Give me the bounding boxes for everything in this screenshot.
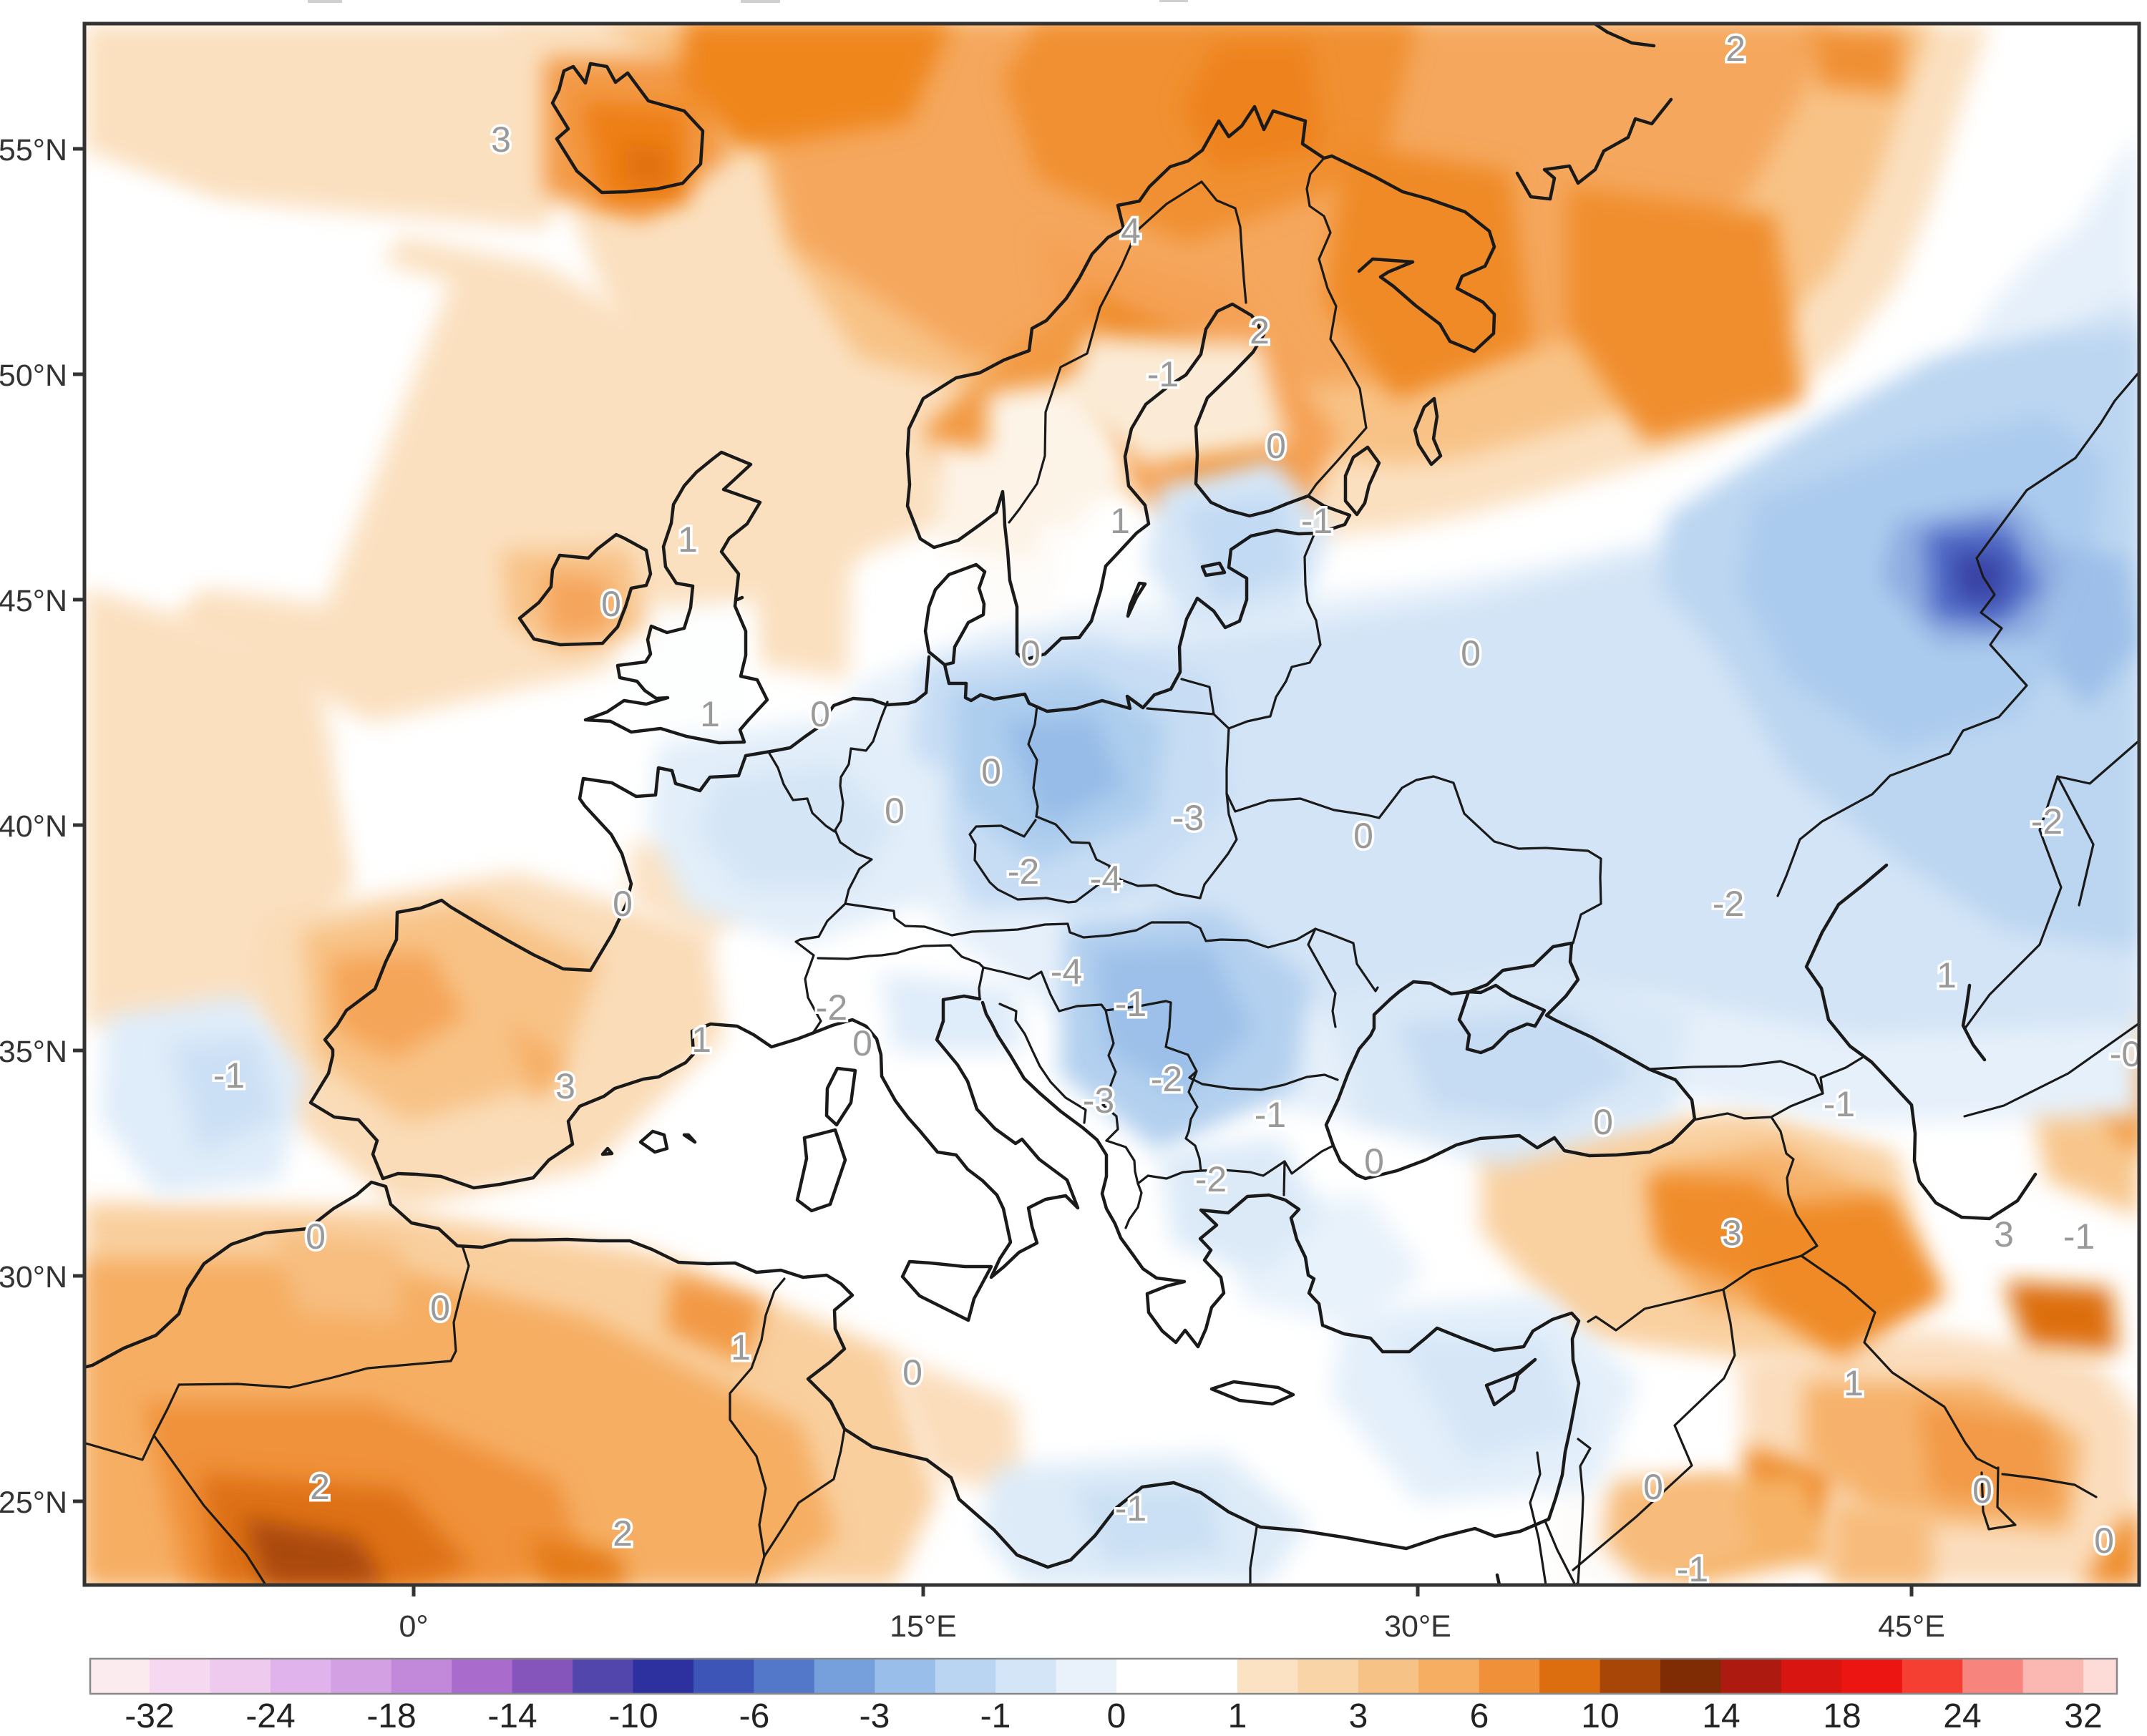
svg-text:1: 1 bbox=[1844, 1363, 1864, 1403]
svg-text:-2: -2 bbox=[1151, 1059, 1182, 1099]
svg-text:14: 14 bbox=[1702, 1697, 1740, 1732]
svg-text:0: 0 bbox=[1593, 1102, 1613, 1142]
svg-text:30°E: 30°E bbox=[1384, 1609, 1451, 1644]
svg-text:-2: -2 bbox=[816, 988, 847, 1028]
svg-text:0: 0 bbox=[430, 1288, 450, 1328]
svg-text:2: 2 bbox=[613, 1513, 633, 1554]
svg-text:30°N: 30°N bbox=[0, 1260, 67, 1294]
svg-text:45°E: 45°E bbox=[1878, 1609, 1945, 1644]
svg-text:-1: -1 bbox=[1115, 984, 1146, 1024]
svg-text:-1: -1 bbox=[213, 1055, 245, 1096]
svg-text:-6: -6 bbox=[739, 1697, 770, 1732]
svg-text:-1: -1 bbox=[980, 1697, 1011, 1732]
svg-text:-3: -3 bbox=[1083, 1081, 1114, 1121]
svg-text:3: 3 bbox=[491, 120, 511, 160]
svg-text:-1: -1 bbox=[1677, 1549, 1708, 1589]
svg-text:40°N: 40°N bbox=[0, 809, 67, 844]
svg-text:-1: -1 bbox=[1115, 1488, 1146, 1528]
svg-text:0: 0 bbox=[306, 1216, 326, 1257]
svg-text:-1: -1 bbox=[1824, 1084, 1855, 1124]
svg-text:0: 0 bbox=[885, 791, 905, 831]
svg-text:-10: -10 bbox=[608, 1697, 658, 1732]
svg-text:25°N: 25°N bbox=[0, 1486, 67, 1520]
svg-text:4: 4 bbox=[1121, 211, 1141, 251]
svg-text:-24: -24 bbox=[245, 1697, 295, 1732]
svg-text:-2: -2 bbox=[2031, 801, 2063, 842]
svg-text:1: 1 bbox=[678, 520, 698, 560]
svg-text:-4: -4 bbox=[1051, 952, 1082, 992]
svg-text:-2: -2 bbox=[1713, 884, 1744, 924]
svg-text:-3: -3 bbox=[1172, 798, 1204, 838]
svg-text:6: 6 bbox=[1470, 1697, 1489, 1732]
svg-text:55°N: 55°N bbox=[0, 133, 67, 167]
svg-text:32: 32 bbox=[2064, 1697, 2102, 1732]
svg-text:-1: -1 bbox=[1255, 1095, 1286, 1135]
svg-text:18: 18 bbox=[1823, 1697, 1861, 1732]
svg-text:1: 1 bbox=[1228, 1697, 1247, 1732]
svg-text:0: 0 bbox=[1364, 1141, 1384, 1181]
svg-text:0: 0 bbox=[1107, 1697, 1126, 1732]
svg-text:0: 0 bbox=[810, 694, 830, 734]
svg-text:-18: -18 bbox=[366, 1697, 416, 1732]
svg-text:0: 0 bbox=[1643, 1467, 1663, 1507]
svg-text:10: 10 bbox=[1581, 1697, 1619, 1732]
svg-text:-14: -14 bbox=[487, 1697, 537, 1732]
svg-text:3: 3 bbox=[1994, 1214, 2014, 1254]
svg-text:0: 0 bbox=[1353, 816, 1373, 856]
svg-text:1: 1 bbox=[1110, 501, 1130, 541]
svg-text:2: 2 bbox=[1725, 29, 1746, 69]
svg-text:-1: -1 bbox=[2063, 1216, 2095, 1257]
svg-text:0: 0 bbox=[1972, 1471, 1992, 1511]
svg-text:-4: -4 bbox=[1090, 859, 1121, 899]
svg-text:1: 1 bbox=[700, 694, 720, 734]
svg-text:1: 1 bbox=[691, 1020, 711, 1060]
svg-text:3: 3 bbox=[555, 1066, 575, 1106]
svg-text:3: 3 bbox=[1722, 1213, 1742, 1253]
svg-text:0: 0 bbox=[902, 1352, 922, 1393]
svg-text:0: 0 bbox=[601, 584, 621, 624]
svg-text:0: 0 bbox=[852, 1023, 872, 1063]
svg-text:0°: 0° bbox=[399, 1609, 428, 1644]
svg-text:0: 0 bbox=[613, 884, 633, 924]
svg-text:-1: -1 bbox=[1147, 354, 1179, 394]
svg-text:1: 1 bbox=[1937, 955, 1957, 995]
svg-text:-0: -0 bbox=[2110, 1034, 2141, 1074]
svg-text:-1: -1 bbox=[1301, 501, 1333, 541]
svg-text:24: 24 bbox=[1943, 1697, 1981, 1732]
svg-text:1: 1 bbox=[731, 1327, 751, 1367]
svg-text:35°N: 35°N bbox=[0, 1035, 67, 1069]
svg-text:0: 0 bbox=[2094, 1521, 2114, 1561]
svg-text:2: 2 bbox=[1250, 311, 1270, 351]
svg-text:0: 0 bbox=[1266, 426, 1286, 466]
svg-text:0: 0 bbox=[1461, 633, 1481, 673]
svg-text:-3: -3 bbox=[860, 1697, 890, 1732]
svg-text:-32: -32 bbox=[125, 1697, 174, 1732]
svg-text:0: 0 bbox=[981, 751, 1001, 791]
svg-text:50°N: 50°N bbox=[0, 359, 67, 393]
svg-text:15°E: 15°E bbox=[890, 1609, 957, 1644]
svg-text:3: 3 bbox=[1349, 1697, 1368, 1732]
svg-text:-2: -2 bbox=[1195, 1159, 1227, 1199]
svg-text:2: 2 bbox=[310, 1467, 330, 1507]
svg-text:0: 0 bbox=[1021, 633, 1041, 673]
svg-text:-2: -2 bbox=[1008, 852, 1039, 892]
svg-text:45°N: 45°N bbox=[0, 584, 67, 618]
